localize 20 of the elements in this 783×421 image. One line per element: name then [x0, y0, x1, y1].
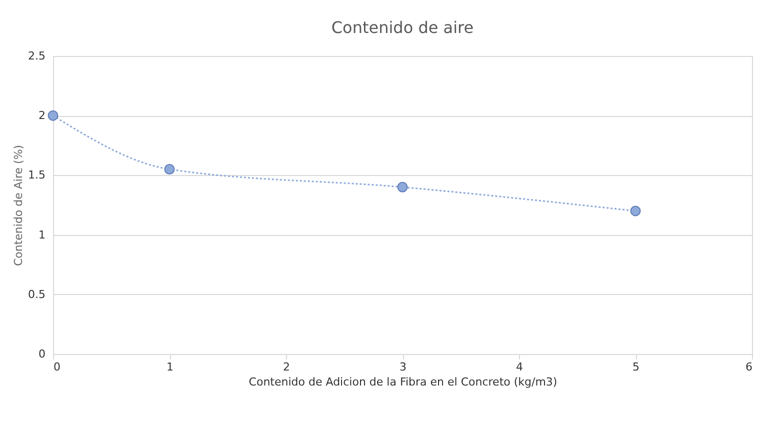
point — [164, 164, 175, 174]
chart-title: Contenido de aire — [331, 18, 474, 37]
y-tick-label: 0 — [38, 348, 46, 360]
point — [630, 206, 641, 216]
x-tick-label: 6 — [746, 360, 752, 374]
y-tick-label: 1 — [38, 228, 46, 242]
y-tick-label: 2.5 — [28, 50, 46, 62]
x-tick-label: 0 — [54, 360, 60, 374]
y-tick-label: 2 — [38, 109, 46, 122]
x-tick-label: 2 — [283, 360, 290, 374]
y-axis-title: Contenido de Aire (%) — [12, 144, 26, 266]
x-tick-label: 1 — [166, 360, 174, 374]
x-tick-label: 4 — [516, 360, 523, 374]
point — [48, 110, 58, 121]
point — [397, 182, 408, 192]
x-axis-title: Contenido de Adicion de la Fibra en el Concreto (kg/m3) — [248, 376, 558, 388]
y-tick-label: 1.5 — [28, 168, 46, 182]
x-tick-label: 3 — [400, 360, 406, 374]
x-tick-label: 5 — [632, 360, 640, 374]
y-tick-label: 0.5 — [28, 288, 46, 301]
